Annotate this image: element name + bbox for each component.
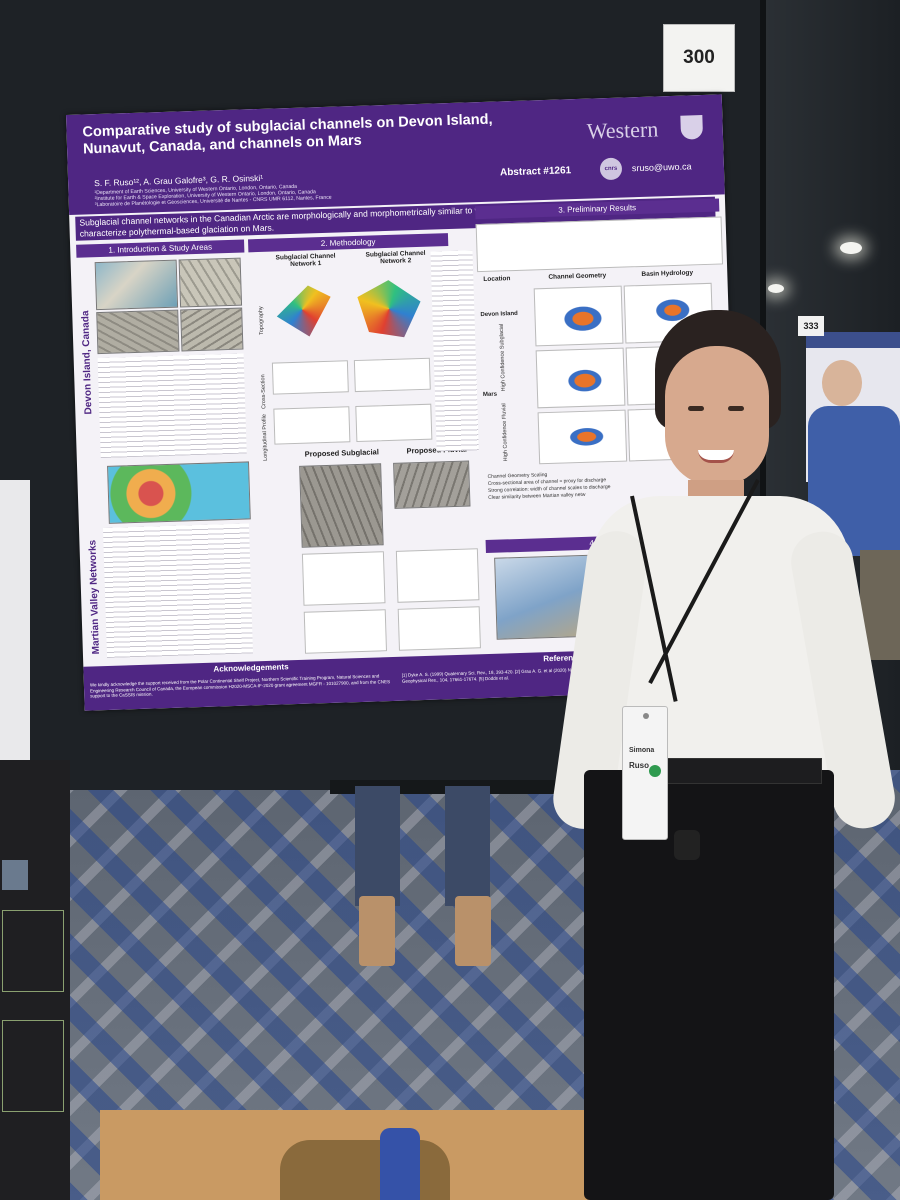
results-mars-label: Mars — [482, 391, 498, 399]
background-legs — [355, 786, 495, 966]
presenter-person — [549, 310, 900, 1200]
devon-map-overview — [94, 259, 179, 311]
results-devon-label: Devon Island — [480, 310, 518, 319]
cross-section-plot — [271, 360, 349, 395]
cross-section-plot — [353, 357, 431, 393]
devon-map-detail — [178, 257, 243, 308]
left-poster-edge — [0, 480, 30, 770]
longitudinal-plot — [273, 406, 351, 445]
results-subglacial-label: High Confidence Subglacial — [498, 323, 507, 392]
side-label-martian: Martian Valley Networks — [87, 539, 102, 655]
equations-panel — [475, 216, 724, 273]
acknowledgements-title: Acknowledgements — [213, 662, 289, 674]
university-logo: Western — [586, 116, 659, 144]
poster-header: Comparative study of subglacial channels… — [66, 94, 725, 215]
devon-network-image — [96, 309, 180, 355]
intro-text-block — [97, 353, 247, 459]
network2-topography — [353, 276, 425, 342]
fluvial-cross-sections — [395, 548, 480, 603]
booth-number-card: 300 — [663, 24, 735, 92]
proposed-subglacial-label: Proposed Subglacial — [304, 447, 379, 459]
crest-icon — [680, 115, 704, 140]
badge-first-name: Simona — [629, 747, 655, 754]
poster-title: Comparative study of subglacial channels… — [82, 111, 493, 158]
badge-logo-icon — [649, 765, 661, 777]
results-fluvial-label: High Confidence Fluvial — [501, 403, 510, 462]
methodology-text — [430, 250, 479, 452]
name-badge: Simona Ruso — [622, 706, 668, 840]
subglacial-image — [299, 463, 384, 548]
water-bottle — [380, 1128, 420, 1200]
ceiling-light — [840, 242, 862, 254]
results-basin-hydrology-header: Basin Hydrology — [641, 269, 694, 279]
network1-label: Subglacial Channel Network 1 — [275, 252, 336, 269]
fluvial-image — [393, 460, 471, 509]
contact-email: sruso@uwo.ca — [631, 161, 692, 174]
devon-network-image — [180, 307, 244, 352]
topography-label: Topography — [258, 306, 266, 336]
fluvial-profiles — [397, 606, 481, 651]
badge-last-name: Ruso — [629, 761, 649, 770]
longitudinal-label: Longitudinal Profile — [261, 414, 269, 461]
abstract-number: Abstract #1261 — [499, 165, 572, 179]
side-label-devon: Devon Island, Canada — [80, 310, 95, 415]
network1-topography — [269, 279, 335, 341]
ceiling-light — [768, 284, 784, 293]
subglacial-profiles — [303, 609, 388, 654]
background-person — [800, 360, 900, 660]
results-location-header: Location — [483, 275, 511, 283]
longitudinal-plot — [355, 403, 433, 443]
martian-text-block — [102, 523, 254, 658]
neighbor-booth-number: 333 — [798, 316, 824, 336]
cnrs-logo: cnrs — [599, 157, 623, 181]
cross-section-label: Cross-Section — [260, 374, 268, 410]
results-channel-geometry-header: Channel Geometry — [548, 272, 607, 281]
mars-elevation-map — [107, 461, 251, 524]
left-dark-poster — [0, 760, 70, 1200]
subglacial-cross-sections — [301, 551, 386, 606]
bag — [280, 1140, 450, 1200]
network2-label: Subglacial Channel Network 2 — [365, 249, 426, 266]
acknowledgements-text: We kindly acknowledge the support receiv… — [89, 673, 391, 699]
section-introduction-header: 1. Introduction & Study Areas — [76, 239, 245, 258]
